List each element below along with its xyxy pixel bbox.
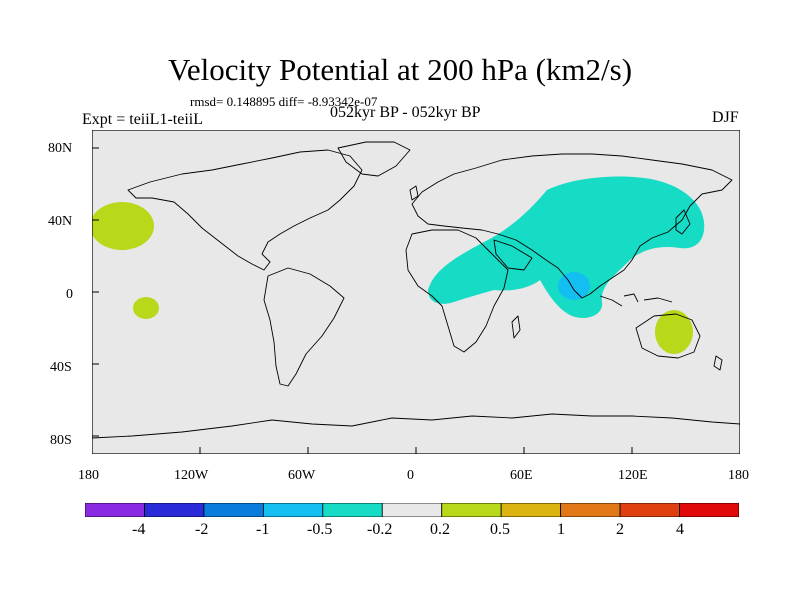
colorbar-box: [144, 503, 205, 517]
colorbar-label: -4: [132, 521, 146, 538]
lon-label-60w: 60W: [288, 468, 316, 483]
map-plot: [92, 130, 740, 454]
season-label: DJF: [712, 109, 739, 126]
stats-text: rmsd= 0.148895 diff= -8.93342e-07: [190, 94, 378, 109]
lat-label-0: 0: [66, 287, 73, 302]
experiment-label: Expt = teiiL1-teiiL: [82, 111, 203, 128]
colorbar-box: [322, 503, 383, 517]
lat-label-40s: 40S: [50, 360, 72, 375]
colorbar-label: -0.2: [367, 521, 393, 538]
colorbar-label: 1: [557, 521, 565, 538]
lon-label-180e: 180: [728, 468, 749, 483]
coast-madagascar: [511, 315, 521, 339]
contour-negative-eurasia: [428, 176, 705, 319]
period-label: 052kyr BP - 052kyr BP: [330, 104, 481, 121]
colorbar-box: [560, 503, 621, 517]
coastlines: [92, 141, 740, 439]
colorbar-box: [679, 503, 739, 517]
coast-indonesia: [599, 293, 673, 307]
coast-greenland: [337, 141, 411, 177]
axis-ticks: [92, 147, 740, 454]
coast-japan: [675, 209, 691, 235]
coast-antarctica: [92, 413, 740, 439]
coast-north-america: [127, 149, 363, 271]
colorbar-box: [203, 503, 264, 517]
colorbar-label: -1: [256, 521, 270, 538]
contour-india-minimum: [558, 272, 590, 300]
colorbar: [85, 503, 739, 517]
colorbar-box: [381, 503, 443, 517]
coast-africa: [405, 229, 509, 353]
contour-positive-tropical-pacific: [133, 297, 159, 319]
colorbar-box: [262, 503, 324, 517]
lon-label-60e: 60E: [510, 468, 533, 483]
colorbar-label: -2: [195, 521, 209, 538]
colorbar-label: 0.2: [430, 521, 450, 538]
lat-label-80s: 80S: [50, 433, 72, 448]
colorbar-label: -0.5: [307, 521, 333, 538]
colorbar-box: [441, 503, 502, 517]
lat-label-40n: 40N: [48, 214, 73, 229]
coast-new-zealand: [713, 355, 723, 371]
contour-positive-australia: [655, 310, 693, 354]
coast-uk: [409, 185, 419, 201]
colorbar-label: 0.5: [490, 521, 510, 538]
chart-title: Velocity Potential at 200 hPa (km2/s): [167, 52, 633, 87]
coast-south-america: [263, 267, 345, 387]
colorbar-label: 4: [676, 521, 684, 538]
colorbar-box: [500, 503, 562, 517]
lat-label-80n: 80N: [48, 141, 73, 156]
coast-eurasia: [411, 153, 733, 299]
lon-label-180w: 180: [78, 468, 99, 483]
coast-arabia: [493, 239, 533, 271]
colorbar-box: [619, 503, 680, 517]
lon-label-0: 0: [407, 468, 414, 483]
contour-positive-north-pacific: [92, 202, 154, 250]
contour-fills: [92, 176, 705, 354]
colorbar-label: 2: [616, 521, 624, 538]
colorbar-box: [85, 503, 145, 517]
lon-label-120e: 120E: [618, 468, 648, 483]
lon-label-120w: 120W: [174, 468, 209, 483]
coast-australia: [635, 313, 701, 359]
